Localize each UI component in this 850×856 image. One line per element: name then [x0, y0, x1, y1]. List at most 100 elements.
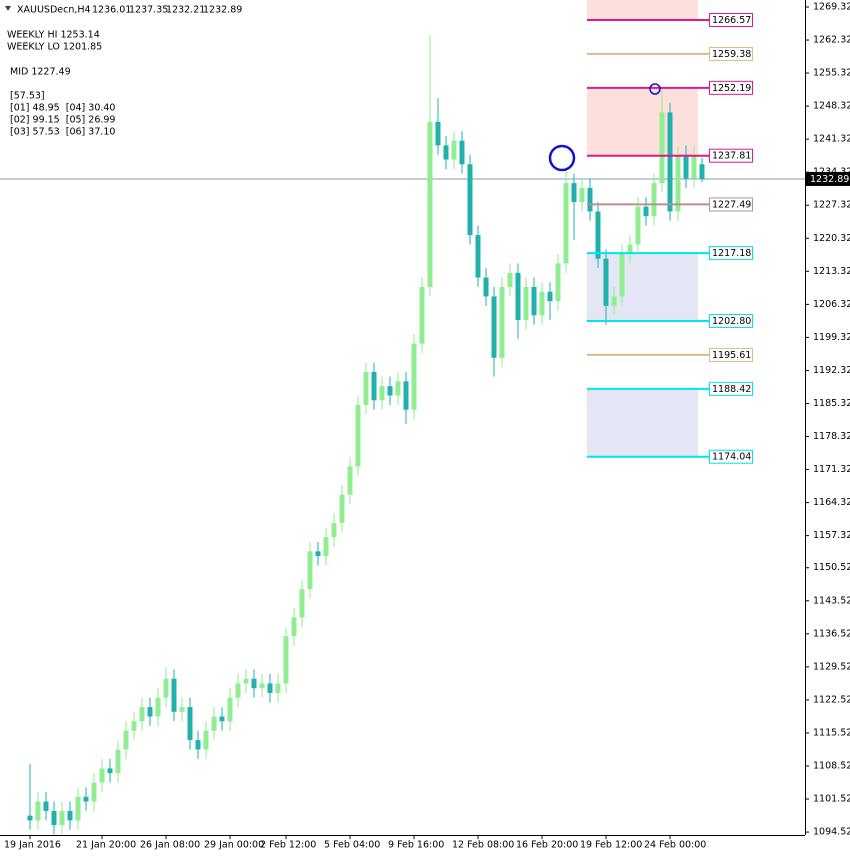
candle-body	[451, 140, 457, 160]
candle-body	[403, 381, 409, 410]
candle-body	[435, 121, 441, 146]
candle-body	[299, 589, 305, 618]
candle-body	[307, 551, 313, 590]
candle-body	[179, 707, 185, 712]
y-tick-label: 1269.32	[813, 1, 850, 12]
x-tick-label: 19 Jan 2016	[4, 840, 61, 851]
info-line: WEEKLY HI 1253.14	[7, 30, 100, 41]
candle-body	[323, 537, 329, 557]
info-line: [02] 99.15 [05] 26.99	[10, 115, 115, 126]
level-label-box	[709, 148, 753, 163]
candle-body	[251, 678, 257, 689]
candle-body	[107, 768, 113, 774]
candle-body	[467, 164, 473, 236]
price-tag: 1232.89	[810, 174, 849, 185]
x-tick-label: 21 Jan 20:00	[76, 840, 136, 851]
y-tick-label: 1115.52	[813, 727, 850, 738]
y-tick-label: 1129.52	[813, 661, 850, 672]
y-tick-label: 1171.32	[813, 464, 850, 475]
plot: 1266.57 1259.38 1252.19 1237.81 1227.49 1217.…	[0, 12, 805, 835]
candle-body	[67, 810, 73, 821]
candle-body	[675, 154, 681, 212]
candle-body	[387, 386, 393, 396]
candle-body	[115, 749, 121, 774]
symbol-icon	[5, 6, 11, 11]
candle-body	[371, 371, 377, 401]
y-tick-label: 1248.32	[813, 101, 850, 112]
candle-body	[459, 140, 465, 165]
y-tick-label: 1094.52	[813, 827, 850, 838]
candle-body	[275, 683, 281, 693]
signal-circle	[548, 144, 576, 172]
level-label-box	[709, 197, 753, 212]
candle-body	[203, 730, 209, 750]
level-label: 1252.19	[712, 83, 751, 94]
candle-body	[379, 386, 385, 401]
candle-body	[91, 782, 97, 802]
candle-body	[635, 206, 641, 245]
y-tick-label: 1220.32	[813, 233, 850, 244]
candle-body	[539, 291, 545, 316]
info-line: MID 1227.49	[10, 67, 71, 78]
candle-body	[99, 768, 105, 783]
candle-body	[555, 263, 561, 302]
candle-body	[531, 286, 537, 316]
candle-body	[547, 291, 553, 302]
candle-body	[243, 678, 249, 684]
y-tick-label: 1157.32	[813, 530, 850, 541]
candle-body	[483, 277, 489, 297]
x-tick-label: 24 Feb 00:00	[644, 840, 706, 851]
candle-body	[643, 206, 649, 217]
y-tick-label: 1241.32	[813, 134, 850, 145]
candle-body	[579, 187, 585, 203]
signal-circle	[649, 83, 661, 95]
candle-body	[475, 235, 481, 278]
candle-body	[523, 286, 529, 321]
level-label: 1266.57	[712, 15, 751, 26]
candle-body	[147, 707, 153, 717]
candle-body	[443, 145, 449, 160]
chart-header: XAUUSDecn,H4 1236.01 1237.35 1232.21 123…	[17, 5, 242, 16]
candle-body	[211, 716, 217, 731]
candle-body	[27, 815, 33, 821]
y-tick-label: 1178.32	[813, 431, 850, 442]
y-tick-label: 1108.52	[813, 760, 850, 771]
x-tick-label: 2 Feb 12:00	[260, 840, 316, 851]
candle-body	[83, 796, 89, 802]
candle-body	[659, 112, 665, 184]
candle-body	[683, 154, 689, 179]
candle-body	[619, 253, 625, 297]
x-tick-label: 19 Feb 12:00	[580, 840, 642, 851]
header-open: 1236.01	[92, 5, 131, 16]
header-close: 1232.89	[203, 5, 242, 16]
info-line: [57.53]	[10, 91, 45, 102]
info-line: [03] 57.53 [06] 37.10	[10, 127, 115, 138]
candle-body	[699, 164, 705, 179]
chart-title: XAUUSDecn,H4	[17, 5, 91, 16]
y-tick-label: 1150.52	[813, 562, 850, 573]
candle-body	[587, 187, 593, 212]
y-tick-label: 1164.32	[813, 497, 850, 508]
candle-body	[267, 683, 273, 693]
zone	[587, 87, 698, 156]
candle-body	[75, 796, 81, 821]
candle-body	[139, 707, 145, 722]
candle-body	[291, 617, 297, 637]
y-tick-label: 1136.52	[813, 628, 850, 639]
level-label-box	[709, 12, 753, 27]
level-label-box	[709, 80, 753, 95]
candle-body	[59, 810, 65, 826]
level-label-box	[709, 449, 753, 464]
candle-body	[595, 211, 601, 259]
candle-body	[611, 296, 617, 306]
level-label-box	[709, 246, 753, 261]
candle-body	[283, 636, 289, 684]
x-tick-label: 5 Feb 04:00	[324, 840, 380, 851]
level-label: 1188.42	[712, 384, 751, 395]
candle-body	[219, 716, 225, 722]
info-panel: WEEKLY HI 1253.14 WEEKLY LO 1201.85 MID …	[7, 30, 115, 138]
price-tag-box	[806, 171, 850, 186]
candle-body	[195, 740, 201, 750]
